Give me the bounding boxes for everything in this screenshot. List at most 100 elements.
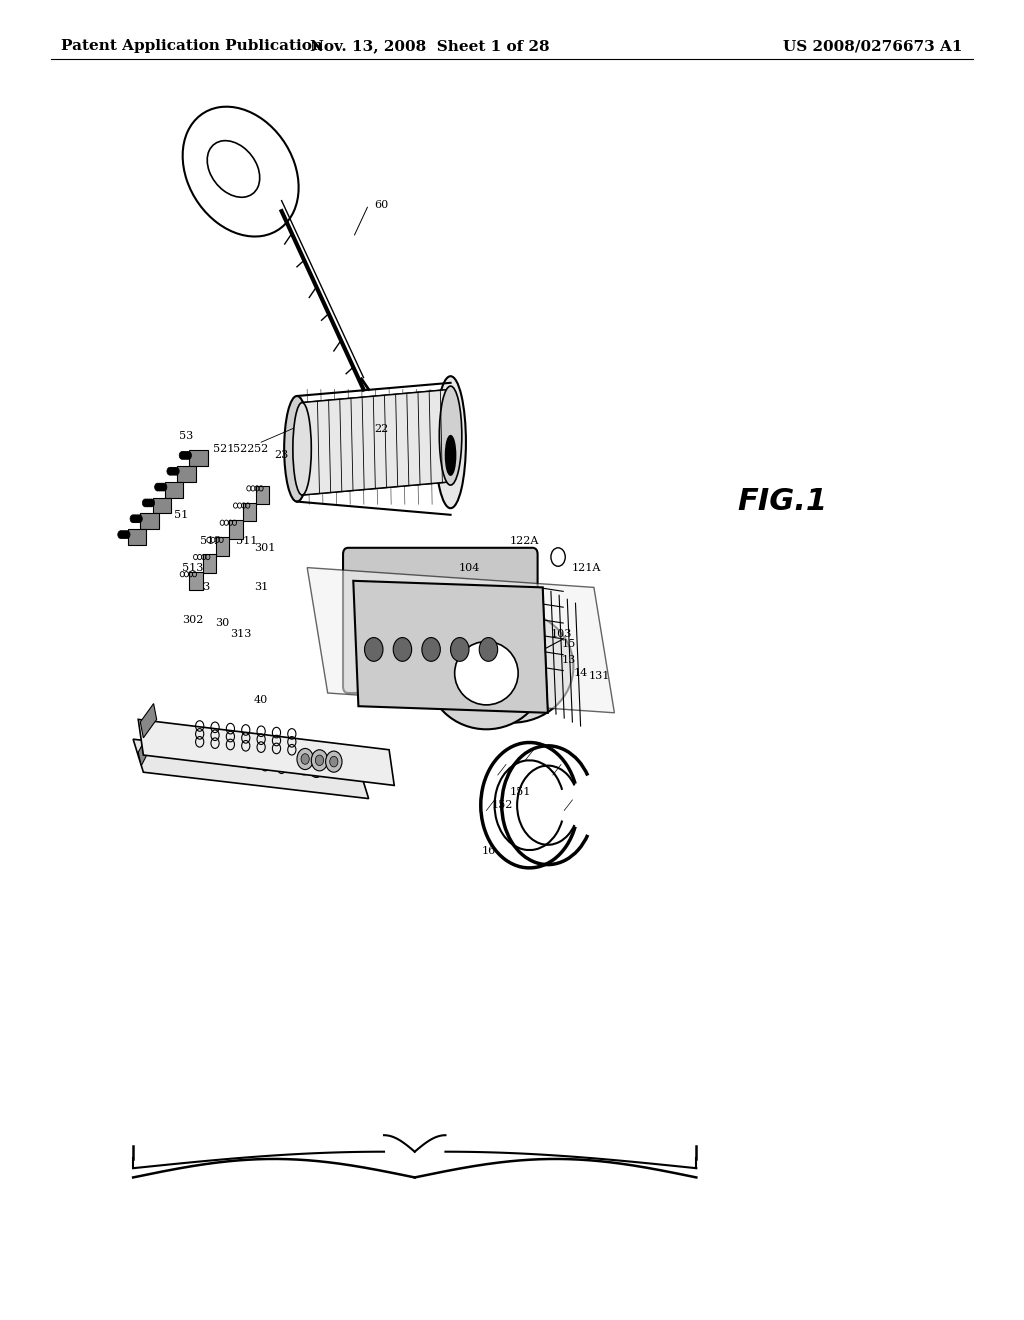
Circle shape [478,607,499,634]
Ellipse shape [451,610,573,723]
Circle shape [551,548,565,566]
FancyBboxPatch shape [343,548,538,693]
Circle shape [285,754,299,772]
Circle shape [364,607,384,634]
Bar [189,450,208,466]
Text: 53: 53 [179,430,194,441]
Bar [256,486,269,504]
Circle shape [148,499,155,507]
Bar [203,554,216,573]
Circle shape [157,483,163,491]
Circle shape [169,467,175,475]
Polygon shape [353,581,548,713]
Polygon shape [140,704,157,738]
Ellipse shape [479,634,545,700]
Text: 13: 13 [561,655,575,665]
Text: 512: 512 [200,536,221,546]
Bar [165,482,183,498]
Text: 14: 14 [573,668,588,678]
Bar [189,572,203,590]
Circle shape [173,467,179,475]
Ellipse shape [439,385,462,484]
Circle shape [301,754,309,764]
Polygon shape [302,389,451,495]
Circle shape [309,759,324,777]
Circle shape [144,499,151,507]
Ellipse shape [445,436,456,475]
Text: 16: 16 [481,846,496,857]
Text: 42: 42 [248,741,262,751]
Text: 52: 52 [254,444,268,454]
Text: 33: 33 [197,582,211,593]
Circle shape [181,451,187,459]
Circle shape [136,515,142,523]
Text: 131: 131 [589,671,610,681]
Circle shape [167,467,173,475]
Text: 121A: 121A [571,562,601,573]
Bar [229,520,243,539]
Circle shape [326,751,342,772]
Bar [216,537,229,556]
Text: 302: 302 [182,615,204,626]
Bar [153,498,171,513]
Ellipse shape [428,618,545,729]
Bar [128,529,146,545]
Polygon shape [138,733,152,766]
Polygon shape [133,739,369,799]
Circle shape [297,748,313,770]
Circle shape [159,483,165,491]
Text: Nov. 13, 2008  Sheet 1 of 28: Nov. 13, 2008 Sheet 1 of 28 [310,40,550,53]
Text: 521: 521 [213,444,234,454]
Text: 313: 313 [230,628,252,639]
Ellipse shape [207,141,260,197]
Text: US 2008/0276673 A1: US 2008/0276673 A1 [783,40,963,53]
Text: FIG.1: FIG.1 [737,487,827,516]
Text: 511: 511 [236,536,257,546]
Text: 31: 31 [254,582,268,593]
Circle shape [120,531,126,539]
Circle shape [134,515,140,523]
Circle shape [161,483,167,491]
Circle shape [365,638,383,661]
Circle shape [146,499,153,507]
Text: 152: 152 [492,800,513,810]
Circle shape [124,531,130,539]
Circle shape [171,467,177,475]
Circle shape [315,755,324,766]
Bar [140,513,159,529]
Text: 15: 15 [561,639,575,649]
Circle shape [118,531,124,539]
Text: 23: 23 [274,450,289,461]
Text: 101: 101 [432,675,454,685]
Circle shape [132,515,138,523]
Circle shape [297,756,311,775]
Circle shape [422,638,440,661]
Bar [243,503,256,521]
Text: 41: 41 [292,754,306,764]
Circle shape [311,750,328,771]
Circle shape [122,531,128,539]
Circle shape [421,607,441,634]
Text: 301: 301 [254,543,275,553]
Circle shape [393,638,412,661]
Text: 151: 151 [510,787,531,797]
Text: 103: 103 [551,628,572,639]
Text: 10: 10 [389,694,403,705]
Circle shape [450,607,470,634]
Circle shape [451,638,469,661]
Text: 513: 513 [182,562,204,573]
Text: 104: 104 [459,562,480,573]
Circle shape [330,756,338,767]
Polygon shape [307,568,614,713]
Text: Patent Application Publication: Patent Application Publication [61,40,324,53]
Circle shape [479,638,498,661]
Text: 102: 102 [397,668,419,678]
Bar [177,466,196,482]
Text: 122A: 122A [510,536,540,546]
Circle shape [142,499,148,507]
Text: 40: 40 [254,694,268,705]
Ellipse shape [435,376,466,508]
Text: 51: 51 [174,510,188,520]
Circle shape [185,451,191,459]
Circle shape [130,515,136,523]
